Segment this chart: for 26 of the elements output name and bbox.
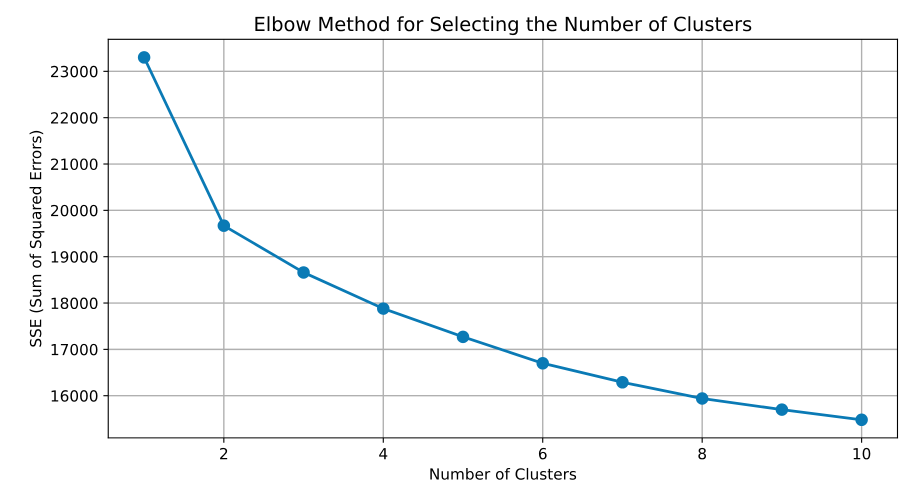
x-axis-title: Number of Clusters bbox=[430, 468, 576, 480]
y-tick-label: 20000 bbox=[51, 204, 98, 216]
point bbox=[297, 266, 310, 279]
x-tick-label: 4 bbox=[379, 448, 388, 460]
point bbox=[138, 51, 150, 64]
y-tick-label: 23000 bbox=[51, 66, 98, 78]
y-tick-label: 17000 bbox=[52, 344, 98, 356]
point bbox=[855, 414, 868, 426]
chart-title: Elbow Method for Selecting the Number of Clusters bbox=[255, 16, 752, 36]
point bbox=[377, 302, 390, 315]
x-tick-label: 6 bbox=[538, 448, 547, 460]
y-tick-label: 19000 bbox=[52, 251, 98, 263]
y-axis-title: SSE (Sum of Squared Errors) bbox=[30, 130, 44, 347]
point bbox=[696, 392, 708, 405]
point bbox=[616, 376, 629, 389]
x-tick-label: 8 bbox=[698, 448, 706, 460]
y-tick-label: 21000 bbox=[51, 158, 98, 170]
x-tick-label: 2 bbox=[220, 448, 228, 460]
y-tick-label: 16000 bbox=[52, 390, 98, 402]
x-tick-label: 10 bbox=[854, 448, 870, 460]
point bbox=[536, 357, 549, 370]
point bbox=[218, 219, 230, 232]
point bbox=[776, 403, 788, 416]
y-tick-label: 22000 bbox=[51, 112, 98, 124]
point bbox=[456, 330, 470, 344]
y-tick-label: 18000 bbox=[52, 297, 98, 310]
